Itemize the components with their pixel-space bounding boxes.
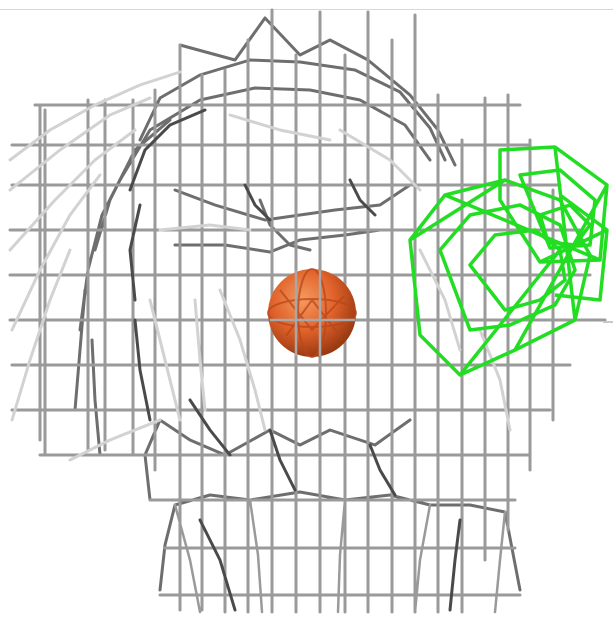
orange-sphere[interactable] (267, 268, 357, 358)
selected-ear-mesh[interactable] (408, 145, 609, 377)
viewport-top-border (0, 9, 613, 10)
